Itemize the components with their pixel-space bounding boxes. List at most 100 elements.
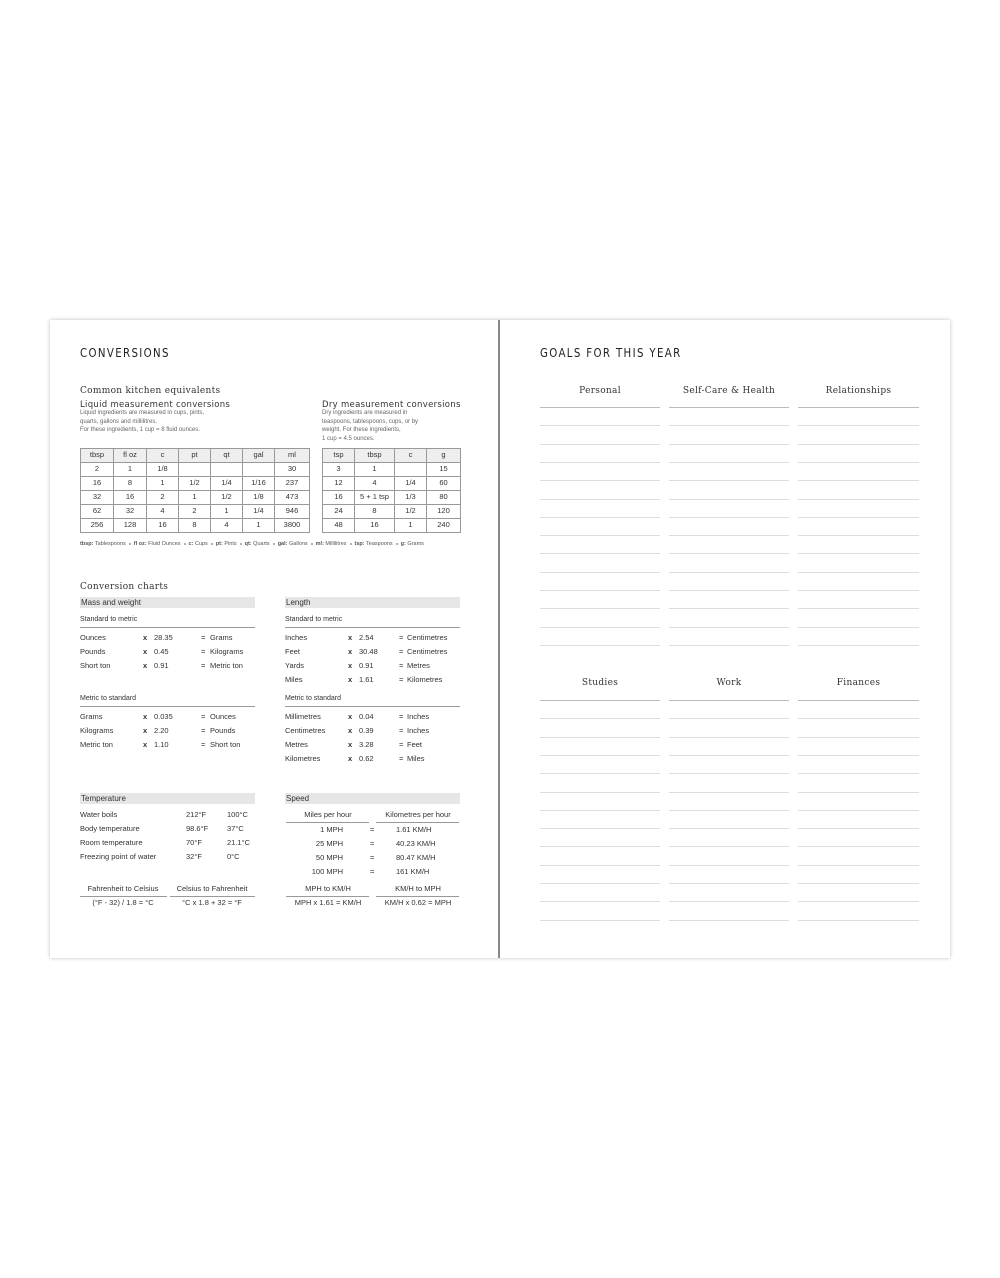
unit-from: Centimetres (285, 726, 326, 735)
abbreviation: tsp: Teaspoons (355, 541, 393, 547)
celsius: 100°C (227, 810, 248, 819)
section-bar (80, 793, 255, 804)
page-title: CONVERSIONS (80, 346, 170, 360)
table-cell: 1 (113, 462, 147, 477)
factor: 3.28 (359, 740, 374, 749)
header-cell: c (146, 448, 179, 463)
rule-line (540, 608, 660, 610)
table-cell: 1 (178, 490, 211, 505)
unit-from: Kilometres (285, 754, 321, 763)
table-cell: 60 (426, 476, 461, 491)
goal-heading: Relationships (825, 386, 892, 396)
table-cell: 1/4 (394, 476, 427, 491)
rule-line (376, 896, 459, 897)
rule-line (286, 822, 369, 823)
unit-from: Feet (285, 647, 301, 656)
unit-from: Grams (80, 712, 103, 721)
rule-line (540, 773, 660, 775)
rule-line (669, 644, 789, 646)
abbreviation-key: tsp: (354, 541, 365, 547)
unit-from: Inches (285, 633, 308, 642)
table-cell: 1/4 (242, 504, 275, 519)
formula-title: Fahrenheit to Celsius (87, 884, 159, 893)
table-cell: 1 (394, 518, 427, 533)
planner-spread (50, 320, 950, 958)
goal-heading: Studies (581, 678, 619, 688)
rule-line (798, 773, 919, 775)
rule-line (798, 883, 919, 884)
rule-line (540, 516, 660, 518)
section-bar (285, 793, 460, 804)
rule-line (669, 516, 789, 518)
multiply-sign: x (348, 647, 353, 656)
rule-line (669, 901, 789, 903)
header-cell: tbsp (354, 448, 395, 463)
abbreviation-key: qt: (244, 541, 252, 547)
rule-line (669, 553, 789, 555)
factor: 0.62 (359, 754, 374, 763)
description-line: weight. For these ingredients, (322, 427, 401, 434)
multiply-sign: x (143, 633, 148, 642)
equals-sign: = (370, 839, 375, 848)
column-heading: Miles per hour (304, 810, 352, 819)
goal-heading: Self-Care & Health (682, 386, 776, 396)
rule-line (669, 498, 789, 500)
description-line: 1 cup = 4.5 ounces. (322, 435, 375, 442)
table-cell: 62 (80, 504, 114, 519)
equals-sign: = (201, 712, 206, 721)
rule-line (540, 535, 660, 537)
factor: 2.20 (154, 726, 169, 735)
header-cell: tbsp (80, 448, 114, 463)
section-bar (80, 597, 255, 608)
rule-line (540, 754, 660, 756)
kmh: 161 KM/H (396, 867, 430, 876)
description-line: Liquid ingredients are measured in cups,… (80, 410, 205, 416)
abbreviation-key: c: (188, 541, 194, 547)
factor: 0.035 (154, 712, 173, 721)
description-line: quarts, gallons and millilitres. (80, 418, 158, 425)
table-cell: 1 (210, 504, 243, 519)
equals-sign: = (399, 712, 404, 721)
rule-line (540, 883, 660, 884)
formula-title: MPH to KM/H (305, 884, 351, 893)
column-heading: Kilometres per hour (385, 810, 451, 819)
rule-line (285, 706, 460, 707)
rule-line (669, 480, 789, 482)
rule-line (798, 644, 919, 646)
table-cell: 120 (426, 504, 461, 519)
group-title: Metric to standard (285, 695, 342, 702)
rule-line (669, 791, 789, 793)
separator (239, 543, 242, 545)
rule-line (798, 700, 919, 701)
table-cell: 8 (113, 476, 147, 491)
multiply-sign: x (348, 675, 353, 684)
table-cell: 15 (426, 462, 461, 477)
abbreviation-name: Gallons (287, 541, 308, 547)
rule-line (798, 736, 919, 738)
rule-line (540, 461, 660, 463)
fahrenheit: 70°F (186, 838, 202, 847)
formula: MPH x 1.61 = KM/H (294, 898, 362, 907)
abbreviation-name: Quarts (251, 541, 270, 547)
mph: 1 MPH (320, 825, 343, 834)
table-cell: 1/8 (242, 490, 275, 505)
abbreviation-name: Pints (222, 541, 237, 547)
table-cell (178, 462, 211, 477)
rule-line (540, 626, 660, 628)
table-cell: 8 (178, 518, 211, 533)
table-title: Dry measurement conversions (322, 400, 461, 410)
rule-line (798, 791, 919, 793)
table-cell: 1/2 (210, 490, 243, 505)
unit-from: Yards (285, 661, 305, 670)
rule-line (669, 535, 789, 537)
group-title: Metric to standard (80, 695, 137, 702)
section-heading: Common kitchen equivalents (80, 386, 221, 396)
rule-line (540, 901, 660, 903)
rule-line (798, 407, 919, 408)
abbreviation: g: Grams (401, 541, 424, 547)
abbreviation: qt: Quarts (245, 541, 270, 547)
rule-line (540, 809, 660, 811)
rule-line (669, 809, 789, 811)
rule-line (540, 443, 660, 445)
factor: 2.54 (359, 633, 374, 642)
